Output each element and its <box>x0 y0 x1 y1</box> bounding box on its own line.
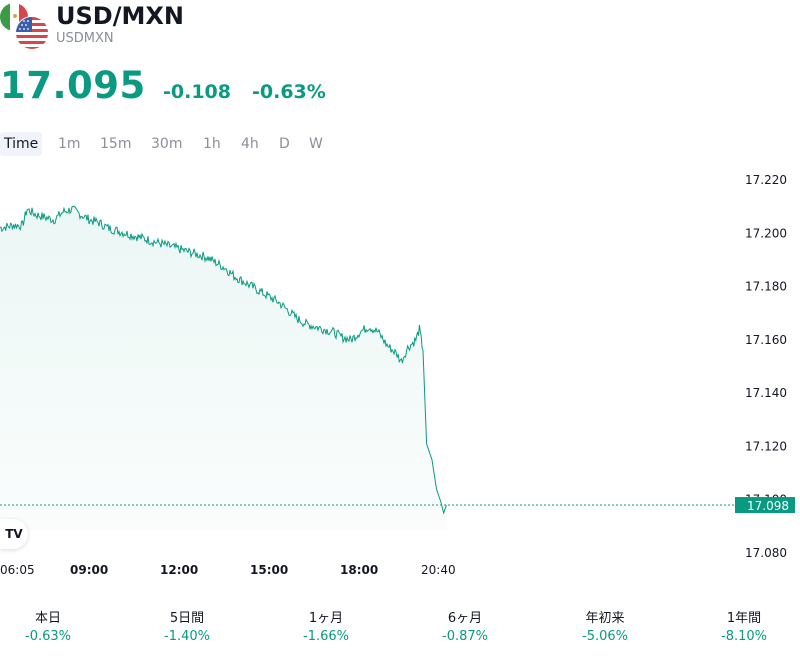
y-tick-label: 17.080 <box>745 546 787 560</box>
stat-label: 5日間 <box>169 611 205 626</box>
price-line <box>0 205 447 515</box>
tab-w[interactable]: W <box>309 136 323 152</box>
performance-stats: 本日 -0.63% 5日間 -1.40% 1ヶ月 -1.66% 6ヶ月 -0.8… <box>0 610 800 650</box>
last-price: 17.095 <box>0 64 146 107</box>
stat-value: -1.66% <box>303 629 349 644</box>
symbol-header: USD/MXN USDMXN <box>0 0 800 60</box>
x-tick-label: 12:00 <box>160 563 198 577</box>
stat-label: 6ヶ月 <box>447 611 483 626</box>
stat-value: -0.63% <box>25 629 71 644</box>
y-tick-label: 17.140 <box>745 386 787 400</box>
stat-6m[interactable]: 6ヶ月 -0.87% <box>410 610 520 646</box>
tab-4h[interactable]: 4h <box>241 136 259 152</box>
stat-ytd[interactable]: 年初来 -5.06% <box>550 610 660 646</box>
stat-value: -5.06% <box>582 629 628 644</box>
price-chart[interactable]: 17.22017.20017.18017.16017.14017.12017.1… <box>0 160 800 580</box>
y-tick-label: 17.120 <box>745 439 787 453</box>
stat-label: 1ヶ月 <box>308 611 344 626</box>
stat-5d[interactable]: 5日間 -1.40% <box>132 610 242 646</box>
price-area <box>0 206 447 530</box>
stat-label: 1年間 <box>726 611 762 626</box>
symbol-title: USD/MXN <box>56 2 184 30</box>
currency-flags-icon <box>0 3 48 49</box>
last-price-badge: 17.098 <box>735 497 795 514</box>
stat-1m[interactable]: 1ヶ月 -1.66% <box>271 610 381 646</box>
tab-1h[interactable]: 1h <box>203 136 221 152</box>
y-tick-label: 17.180 <box>745 280 787 294</box>
tab-30m[interactable]: 30m <box>151 136 183 152</box>
stat-label: 年初来 <box>585 611 625 626</box>
stat-label: 本日 <box>34 611 61 626</box>
tab-15m[interactable]: 15m <box>100 136 132 152</box>
symbol-ticker: USDMXN <box>56 31 114 46</box>
stat-value: -0.87% <box>442 629 488 644</box>
x-tick-label: 06:05 <box>0 563 35 577</box>
x-tick-label: 18:00 <box>340 563 378 577</box>
x-axis: 06:05 09:00 12:00 15:00 18:00 20:40 <box>0 563 456 577</box>
stat-value: -8.10% <box>721 629 767 644</box>
price-change: -0.108 <box>163 81 231 103</box>
y-tick-label: 17.160 <box>745 333 787 347</box>
x-tick-label: 15:00 <box>250 563 288 577</box>
tab-d[interactable]: D <box>279 136 290 152</box>
x-tick-label: 09:00 <box>70 563 108 577</box>
tab-1m[interactable]: 1m <box>58 136 81 152</box>
tradingview-logo[interactable]: TV <box>0 519 28 549</box>
stat-1y[interactable]: 1年間 -8.10% <box>689 610 799 646</box>
price-change-percent: -0.63% <box>252 81 326 103</box>
x-tick-label: 20:40 <box>421 563 456 577</box>
y-tick-label: 17.200 <box>745 226 787 240</box>
tab-time[interactable]: Time <box>0 132 43 156</box>
y-tick-label: 17.220 <box>745 173 787 187</box>
stat-value: -1.40% <box>164 629 210 644</box>
last-price-label: 17.098 <box>747 499 789 513</box>
stat-today[interactable]: 本日 -0.63% <box>0 610 103 646</box>
